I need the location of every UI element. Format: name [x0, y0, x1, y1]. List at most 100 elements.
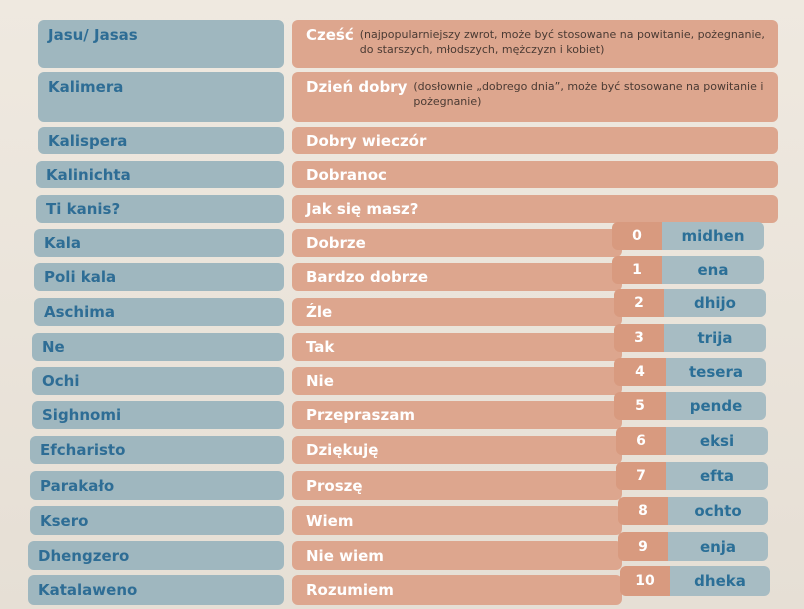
polish-translation-text: Cześć	[306, 26, 354, 44]
number-digit-text: 10	[635, 573, 655, 589]
polish-translation-text: Dziękuję	[306, 441, 379, 459]
greek-phrase: Ochi	[32, 367, 284, 395]
greek-phrase-text: Ochi	[42, 372, 80, 390]
greek-phrase: Sighnomi	[32, 401, 284, 429]
polish-translation-text: Bardzo dobrze	[306, 268, 429, 286]
greek-phrase: Katalaweno	[28, 575, 284, 605]
greek-phrase-text: Dhengzero	[38, 546, 130, 565]
number-digit-text: 5	[635, 398, 645, 414]
greek-phrase-text: Efcharisto	[40, 441, 126, 459]
number-word: dhijo	[664, 289, 766, 317]
polish-translation: Wiem	[292, 506, 622, 535]
greek-phrase: Aschima	[34, 298, 284, 326]
number-digit: 5	[614, 392, 666, 420]
polish-translation: Przepraszam	[292, 401, 622, 429]
number-word-text: ochto	[694, 502, 742, 520]
polish-translation-text: Nie	[306, 372, 334, 390]
greek-phrase-text: Ksero	[40, 511, 89, 530]
number-word-text: eksi	[699, 432, 735, 450]
number-digit-text: 9	[638, 538, 648, 555]
number-digit-text: 8	[638, 503, 648, 519]
greek-phrase-text: Sighnomi	[42, 406, 122, 424]
greek-phrase: Parakało	[30, 471, 284, 500]
greek-phrase: Jasu/ Jasas	[38, 20, 284, 68]
greek-phrase-text: Aschima	[44, 303, 116, 321]
greek-phrase-text: Katalaweno	[38, 581, 138, 599]
polish-translation-text: Dobrze	[306, 234, 366, 252]
greek-phrase-text: Kala	[44, 234, 82, 252]
polish-translation: Nie wiem	[292, 541, 622, 570]
polish-translation: Proszę	[292, 471, 622, 500]
polish-translation-text: Dobranoc	[306, 165, 387, 184]
greek-phrase-text: Parakało	[40, 476, 115, 495]
polish-translation: Tak	[292, 333, 622, 361]
usage-note: (dosłownie „dobrego dnia”, może być stos…	[413, 80, 764, 108]
number-digit-text: 7	[636, 468, 646, 484]
polish-translation: Rozumiem	[292, 575, 622, 605]
polish-translation-text: Nie wiem	[306, 546, 384, 565]
greek-phrase-text: Ne	[42, 338, 65, 356]
number-digit: 4	[614, 358, 666, 386]
polish-translation-text: Tak	[306, 338, 335, 356]
number-word-text: dheka	[694, 572, 746, 590]
polish-translation: Dobranoc	[292, 161, 778, 188]
greek-phrase: Poli kala	[34, 263, 284, 291]
number-word: pende	[666, 392, 766, 420]
number-digit-text: 4	[635, 364, 645, 380]
number-digit: 2	[614, 289, 664, 317]
number-digit-text: 1	[632, 262, 642, 278]
polish-translation-text: Jak się masz?	[306, 200, 419, 218]
number-digit: 8	[618, 497, 668, 525]
number-word: eksi	[666, 427, 768, 455]
number-word-text: trija	[697, 329, 733, 347]
greek-phrase-text: Kalimera	[48, 78, 124, 96]
number-word-text: enja	[699, 537, 737, 556]
number-word: tesera	[666, 358, 766, 386]
polish-translation: Dobrze	[292, 229, 622, 257]
number-digit: 1	[612, 256, 662, 284]
greek-phrase: Kalispera	[38, 127, 284, 154]
usage-note: (najpopularniejszy zwrot, może być stoso…	[359, 28, 765, 56]
number-word: midhen	[662, 222, 764, 250]
greek-phrase: Kala	[34, 229, 284, 257]
polish-translation: Źle	[292, 298, 622, 326]
greek-phrase: Efcharisto	[30, 436, 284, 464]
number-digit: 7	[616, 462, 666, 490]
polish-translation-text: Przepraszam	[306, 406, 415, 424]
polish-translation: Dzień dobry (dosłownie „dobrego dnia”, m…	[292, 72, 778, 122]
greek-phrase-text: Ti kanis?	[46, 200, 121, 218]
greek-phrase-text: Jasu/ Jasas	[48, 26, 138, 44]
number-word-text: efta	[700, 467, 734, 485]
polish-translation: Bardzo dobrze	[292, 263, 622, 291]
number-word-text: dhijo	[693, 294, 736, 312]
number-word: dheka	[670, 566, 770, 596]
greek-phrase-text: Poli kala	[44, 268, 117, 286]
greek-phrase-text: Kalispera	[48, 131, 128, 150]
number-digit: 9	[618, 532, 668, 561]
number-digit: 0	[612, 222, 662, 250]
polish-translation-text: Źle	[306, 303, 333, 321]
number-word-text: pende	[689, 397, 743, 415]
polish-translation-text: Dzień dobry	[306, 78, 408, 96]
polish-translation: Cześć (najpopularniejszy zwrot, może być…	[292, 20, 778, 68]
greek-phrase: Dhengzero	[28, 541, 284, 570]
polish-translation: Dobry wieczór	[292, 127, 778, 154]
number-digit: 6	[616, 427, 666, 455]
polish-translation: Jak się masz?	[292, 195, 778, 223]
number-digit-text: 0	[632, 228, 642, 244]
number-word: ena	[662, 256, 764, 284]
number-word: ochto	[668, 497, 768, 525]
polish-translation-text: Rozumiem	[306, 581, 394, 599]
polish-translation: Dziękuję	[292, 436, 622, 464]
greek-phrase: Ksero	[30, 506, 284, 535]
polish-translation: Nie	[292, 367, 622, 395]
greek-phrase: Ne	[32, 333, 284, 361]
greek-phrase-text: Kalinichta	[46, 165, 131, 184]
number-digit: 10	[620, 566, 670, 596]
polish-translation-text: Wiem	[306, 511, 354, 530]
greek-phrase: Kalinichta	[36, 161, 284, 188]
number-digit-text: 6	[636, 433, 646, 449]
number-word: trija	[664, 324, 766, 352]
number-word-text: tesera	[689, 363, 743, 381]
